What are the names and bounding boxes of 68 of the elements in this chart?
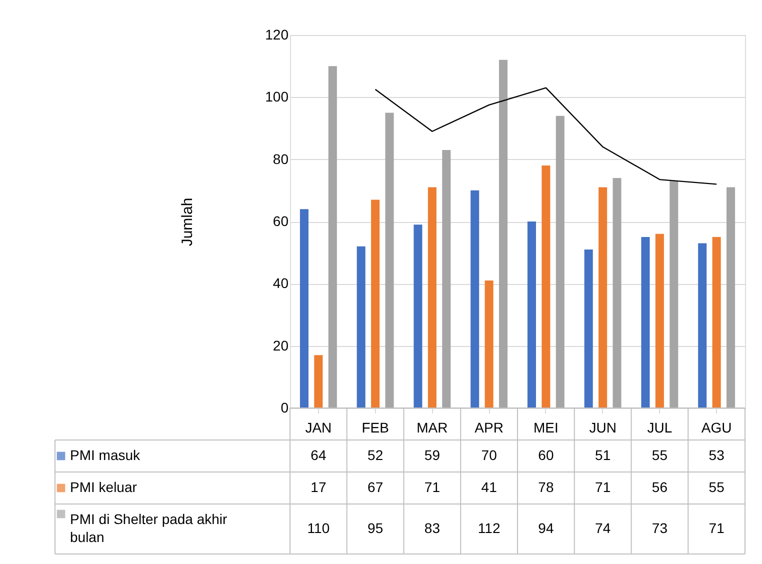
bar	[641, 237, 650, 408]
x-tick-label: AGU	[701, 420, 732, 436]
y-tick-label: 40	[272, 275, 289, 292]
bar	[371, 200, 380, 408]
x-tick-label: MEI	[533, 420, 558, 436]
y-tick-label: 100	[265, 88, 289, 105]
bar	[655, 234, 664, 408]
data-label: 78	[538, 479, 554, 495]
bar	[670, 181, 678, 408]
bar	[314, 355, 323, 408]
y-tick-label: 0	[280, 400, 289, 416]
bar	[556, 116, 564, 408]
legend-label: PMI di Shelter pada akhir bulan	[70, 511, 228, 545]
x-tick-label: JAN	[305, 420, 332, 436]
data-label: 83	[424, 520, 440, 536]
bar	[385, 112, 394, 408]
data-label: 70	[481, 447, 498, 463]
bar	[428, 187, 436, 408]
data-label: 67	[368, 479, 384, 495]
bar	[300, 209, 308, 408]
data-label: 110	[307, 520, 330, 536]
bar	[484, 280, 494, 408]
bar	[328, 66, 337, 408]
data-label: 17	[310, 479, 326, 495]
bar	[598, 187, 608, 408]
data-label: 55	[652, 447, 668, 463]
bar	[542, 166, 550, 408]
y-tick-label: 80	[272, 150, 289, 167]
x-tick-label: MAR	[416, 420, 448, 436]
data-label: 52	[368, 447, 384, 463]
data-label: 60	[538, 447, 554, 463]
data-label: 55	[708, 479, 725, 495]
data-label: 71	[595, 479, 611, 495]
data-label: 112	[478, 520, 500, 536]
data-label: 56	[652, 479, 668, 495]
data-label: 59	[424, 447, 440, 463]
y-tick-label: 20	[272, 337, 289, 354]
line-series	[374, 87, 718, 185]
data-label: 95	[368, 520, 384, 536]
x-tick-label: JUN	[589, 420, 616, 436]
data-label: 71	[424, 479, 440, 495]
data-label: 73	[652, 520, 668, 536]
bar	[726, 187, 736, 408]
y-axis-title: Jumlah	[179, 198, 196, 246]
data-label: 64	[310, 447, 326, 463]
y-tick-label: 120	[265, 26, 289, 42]
y-tick-label: 60	[272, 213, 289, 229]
legend-label: PMI masuk	[70, 447, 142, 463]
bar	[356, 246, 366, 408]
bar	[499, 60, 508, 408]
legend-label: PMI keluar	[70, 479, 138, 495]
x-tick-label: FEB	[362, 420, 389, 436]
data-label: 51	[595, 447, 611, 463]
x-tick-label: APR	[474, 420, 504, 436]
x-tick-label: JUL	[647, 420, 672, 436]
data-label: 53	[708, 447, 725, 463]
bar	[612, 178, 622, 408]
bar	[712, 237, 721, 408]
bar	[442, 150, 451, 408]
bar	[584, 249, 593, 408]
bar	[527, 222, 536, 408]
bar	[698, 243, 707, 408]
bar	[414, 224, 422, 408]
data-label: 74	[595, 520, 611, 536]
bar	[470, 190, 480, 408]
data-label: 94	[538, 520, 554, 536]
data-label: 41	[481, 479, 498, 495]
data-label: 71	[708, 520, 725, 536]
